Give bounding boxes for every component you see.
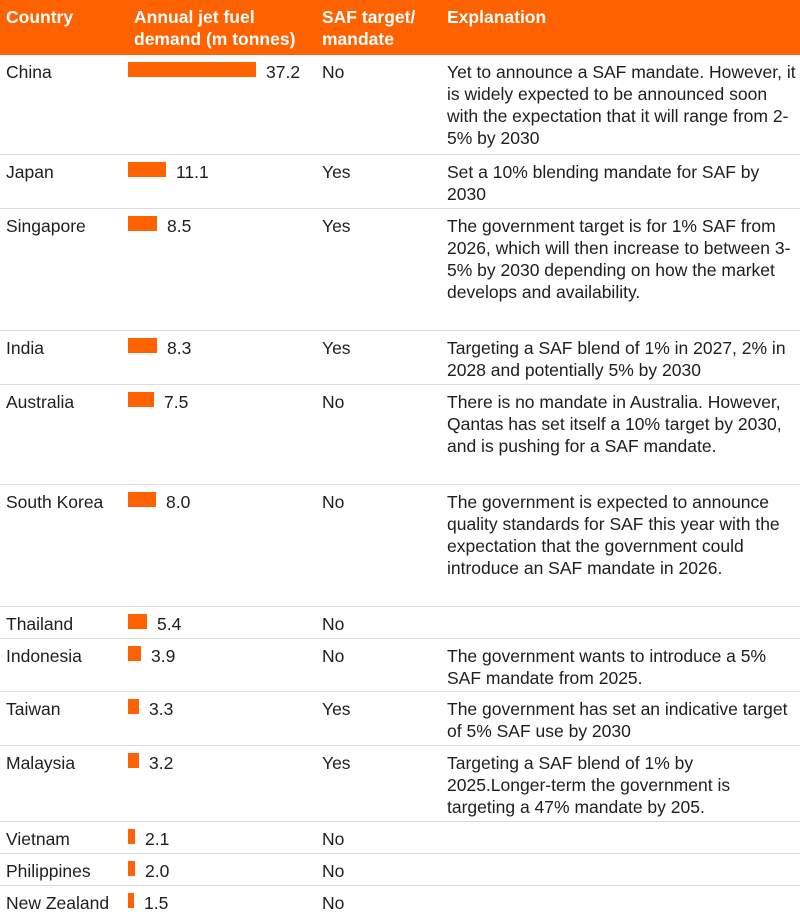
country-cell: Philippines — [6, 861, 91, 881]
saf-cell: No — [322, 614, 345, 634]
explanation-cell: The government wants to introduce a 5% S… — [447, 646, 767, 688]
saf-cell: Yes — [322, 338, 351, 358]
saf-cell: No — [322, 62, 345, 82]
saf-cell: No — [322, 492, 345, 512]
demand-value-label: 37.2 — [266, 62, 301, 82]
table-row: Thailand 5.4 No — [0, 607, 800, 639]
table-row: Indonesia 3.9 No The government wants to in… — [0, 639, 800, 692]
demand-bar — [128, 861, 135, 876]
demand-bar — [128, 699, 139, 714]
demand-bar — [128, 614, 147, 629]
demand-bar — [128, 162, 166, 177]
demand-bar — [128, 893, 134, 908]
explanation-cell: Targeting a SAF blend of 1% by 2025.Long… — [447, 753, 731, 817]
country-cell: Japan — [6, 162, 54, 182]
explanation-cell: Yet to announce a SAF mandate. However, … — [447, 62, 796, 148]
saf-cell: No — [322, 861, 345, 881]
table-row: South Korea 8.0 No The government is expect… — [0, 485, 800, 607]
country-cell: South Korea — [6, 492, 104, 512]
demand-bar — [128, 492, 156, 507]
explanation-cell: The government target is for 1% SAF from… — [447, 216, 791, 302]
table-row: Japan 11.1 Yes Set a 10% blending mandate f… — [0, 155, 800, 209]
explanation-cell: The government is expected to announce q… — [447, 492, 780, 578]
demand-bar — [128, 646, 141, 661]
table-row: Singapore 8.5 Yes The government target is … — [0, 209, 800, 331]
demand-bar — [128, 392, 154, 407]
demand-value-label: 2.0 — [145, 861, 170, 881]
explanation-cell: Set a 10% blending mandate for SAF by 20… — [447, 162, 760, 204]
country-cell: China — [6, 62, 52, 82]
header-country: Country — [6, 7, 74, 27]
table-row: Philippines 2.0 No — [0, 854, 800, 886]
demand-value-label: 7.5 — [164, 392, 189, 412]
table-row: India 8.3 Yes Targeting a SAF blend of 1% i… — [0, 331, 800, 385]
demand-value-label: 3.9 — [151, 646, 176, 666]
demand-value-label: 5.4 — [157, 614, 182, 634]
demand-value-label: 11.1 — [176, 162, 209, 182]
demand-bar — [128, 753, 139, 768]
saf-cell: Yes — [322, 699, 351, 719]
country-cell: Malaysia — [6, 753, 76, 773]
demand-bar — [128, 829, 135, 844]
header-demand: Annual jet fuel demand (m tonnes) — [134, 7, 296, 49]
table-row: Australia 7.5 No There is no mandate in Aus… — [0, 385, 800, 485]
table-row: Malaysia 3.2 Yes Targeting a SAF blend of 1… — [0, 746, 800, 822]
header-explanation: Explanation — [447, 7, 547, 27]
saf-cell: No — [322, 646, 345, 666]
header-saf: SAF target/ mandate — [322, 7, 416, 49]
saf-cell: Yes — [322, 162, 351, 182]
demand-value-label: 3.2 — [149, 753, 174, 773]
demand-bar — [128, 338, 157, 353]
saf-cell: Yes — [322, 216, 351, 236]
country-cell: New Zealand — [6, 893, 110, 913]
table-row: New Zealand 1.5 No — [0, 886, 800, 922]
country-cell: Thailand — [6, 614, 74, 634]
country-cell: Australia — [6, 392, 75, 412]
table-row: Taiwan 3.3 Yes The government has set an in… — [0, 692, 800, 746]
country-cell: Indonesia — [6, 646, 82, 666]
demand-value-label: 8.0 — [166, 492, 191, 512]
country-cell: Taiwan — [6, 699, 61, 719]
demand-bar — [128, 216, 157, 231]
saf-cell: No — [322, 829, 345, 849]
demand-value-label: 2.1 — [145, 829, 170, 849]
demand-value-label: 8.5 — [167, 216, 192, 236]
explanation-cell: The government has set an indicative tar… — [447, 699, 788, 741]
demand-value-label: 3.3 — [149, 699, 174, 719]
demand-value-label: 8.3 — [167, 338, 192, 358]
saf-cell: No — [322, 893, 345, 913]
saf-cell: No — [322, 392, 345, 412]
country-cell: India — [6, 338, 44, 358]
country-cell: Vietnam — [6, 829, 70, 849]
saf-cell: Yes — [322, 753, 351, 773]
explanation-cell: There is no mandate in Australia. Howeve… — [447, 392, 782, 456]
table-row: China 37.2 No Yet to announce a SAF mandate… — [0, 55, 800, 155]
demand-bar — [128, 62, 256, 77]
country-cell: Singapore — [6, 216, 86, 236]
table-header: Country Annual jet fuel demand (m tonnes… — [0, 0, 800, 55]
explanation-cell: Targeting a SAF blend of 1% in 2027, 2% … — [447, 338, 786, 380]
demand-value-label: 1.5 — [144, 893, 169, 913]
table-row: Vietnam 2.1 No — [0, 822, 800, 854]
